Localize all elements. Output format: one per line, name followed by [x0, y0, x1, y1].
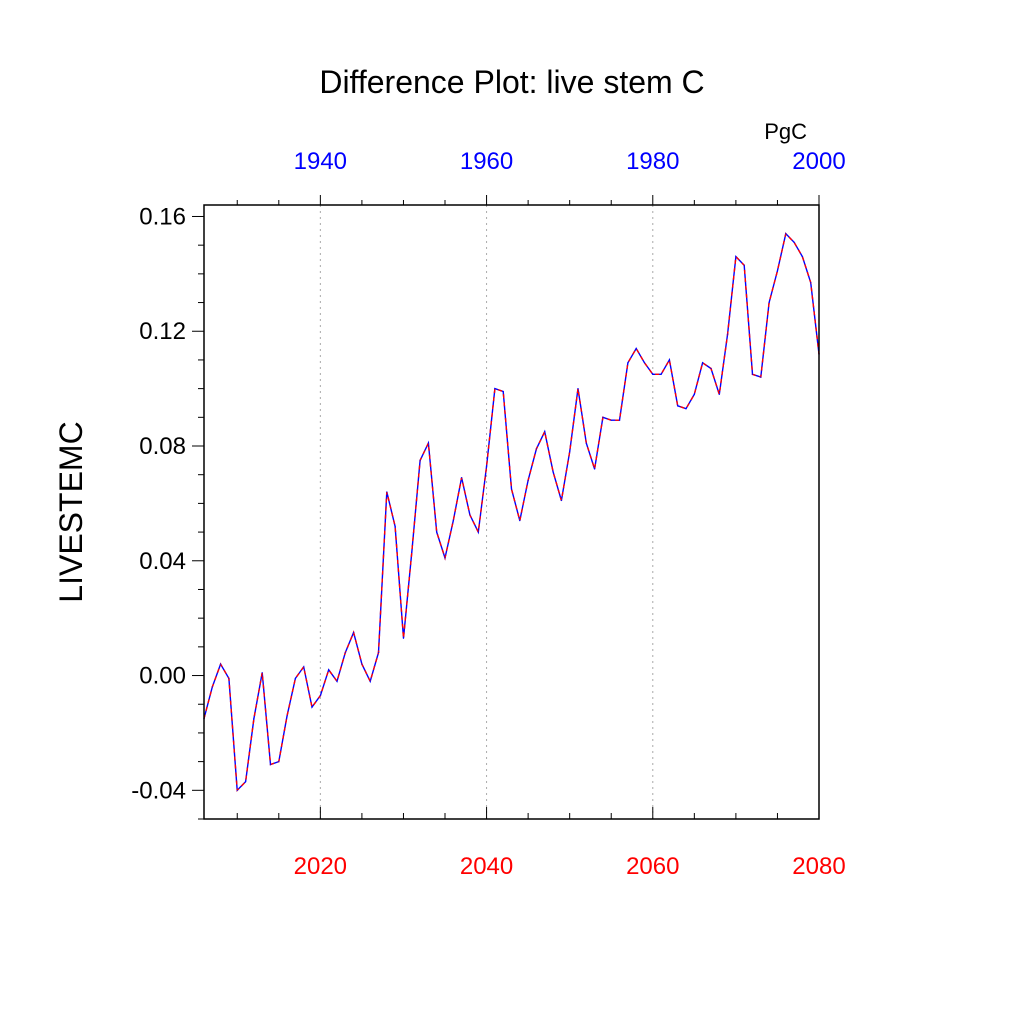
data-point	[668, 359, 671, 361]
data-point	[693, 393, 695, 395]
data-point	[269, 763, 272, 766]
data-point	[710, 367, 712, 370]
data-point	[377, 651, 380, 654]
data-point	[278, 761, 280, 763]
data-point	[610, 419, 612, 421]
top-tick-label: 1960	[460, 148, 513, 175]
data-point	[477, 531, 479, 533]
data-point	[436, 531, 438, 533]
y-tick-label: 0.00	[139, 663, 186, 690]
data-point	[569, 451, 571, 453]
data-point	[294, 677, 297, 680]
data-point	[311, 706, 313, 708]
data-point	[594, 468, 596, 470]
data-point	[485, 465, 488, 467]
data-point	[743, 264, 745, 266]
tick-labels: 2020 2040 2060 2080 1940 1960 1980 2000 -0.04 0.0…	[131, 148, 845, 880]
data-point	[244, 781, 247, 783]
data-point	[677, 405, 679, 407]
data-point	[319, 695, 321, 697]
data-point	[361, 663, 363, 665]
plot-frame	[203, 204, 820, 820]
top-tick-label: 2000	[792, 148, 845, 175]
data-point	[635, 347, 637, 350]
data-point	[627, 362, 629, 364]
data-point	[776, 270, 779, 272]
data-point	[386, 491, 388, 493]
y-axis-label: LIVESTEMC	[53, 421, 89, 602]
units-label: PgC	[764, 119, 807, 144]
data-point	[452, 520, 454, 522]
data-point	[544, 431, 546, 433]
y-tick-label: 0.16	[139, 203, 186, 230]
data-point	[286, 715, 288, 717]
data-point	[394, 525, 396, 527]
top-tick-label: 1940	[294, 148, 347, 175]
data-point	[303, 666, 305, 668]
data-point	[261, 672, 263, 674]
data-point	[726, 333, 729, 335]
series-layer	[203, 232, 820, 792]
data-point	[427, 442, 429, 444]
data-point	[519, 520, 521, 522]
data-point	[652, 373, 654, 375]
data-point	[369, 680, 371, 682]
data-point	[494, 388, 496, 390]
data-point	[660, 373, 662, 375]
y-tick-label: -0.04	[131, 777, 186, 804]
data-point	[552, 471, 554, 473]
grid-lines	[319, 205, 654, 819]
data-point	[535, 448, 538, 450]
data-point	[253, 717, 255, 720]
data-point	[602, 416, 604, 418]
data-point	[751, 373, 754, 375]
data-point	[760, 376, 762, 378]
data-point	[801, 256, 803, 258]
x-tick-label: 2080	[792, 853, 845, 880]
data-point	[785, 233, 787, 235]
chart-title: Difference Plot: live stem C	[319, 64, 704, 100]
series-line-dashed	[203, 232, 820, 792]
data-point	[444, 557, 446, 559]
data-point	[336, 680, 338, 682]
data-point	[527, 479, 529, 482]
data-point	[220, 663, 222, 665]
data-point	[585, 442, 587, 444]
y-tick-label: 0.04	[139, 548, 186, 575]
data-point	[810, 281, 812, 284]
data-point	[768, 301, 770, 304]
data-point	[211, 686, 213, 688]
data-point	[735, 256, 737, 258]
data-point	[411, 551, 413, 553]
series-line	[203, 232, 820, 792]
data-point	[469, 514, 471, 516]
data-point	[618, 419, 621, 421]
x-tick-label: 2020	[294, 853, 347, 880]
x-tick-label: 2060	[626, 853, 679, 880]
data-point	[328, 669, 330, 671]
y-tick-label: 0.08	[139, 433, 186, 460]
data-point	[461, 476, 463, 479]
data-point	[577, 388, 579, 390]
data-point	[402, 637, 405, 639]
data-point	[702, 362, 704, 364]
data-point	[419, 459, 421, 461]
data-point	[502, 390, 504, 393]
data-point	[643, 362, 646, 364]
y-tick-label: 0.12	[139, 318, 186, 345]
data-point	[236, 789, 238, 791]
data-point	[510, 488, 513, 490]
data-point	[228, 677, 230, 680]
data-point	[560, 499, 562, 502]
data-point	[718, 393, 720, 395]
top-tick-label: 1980	[626, 148, 679, 175]
data-point	[344, 651, 346, 654]
data-point	[793, 241, 795, 243]
x-tick-label: 2040	[460, 853, 513, 880]
data-point	[685, 408, 687, 410]
data-point	[352, 631, 355, 634]
tick-marks	[192, 195, 820, 820]
